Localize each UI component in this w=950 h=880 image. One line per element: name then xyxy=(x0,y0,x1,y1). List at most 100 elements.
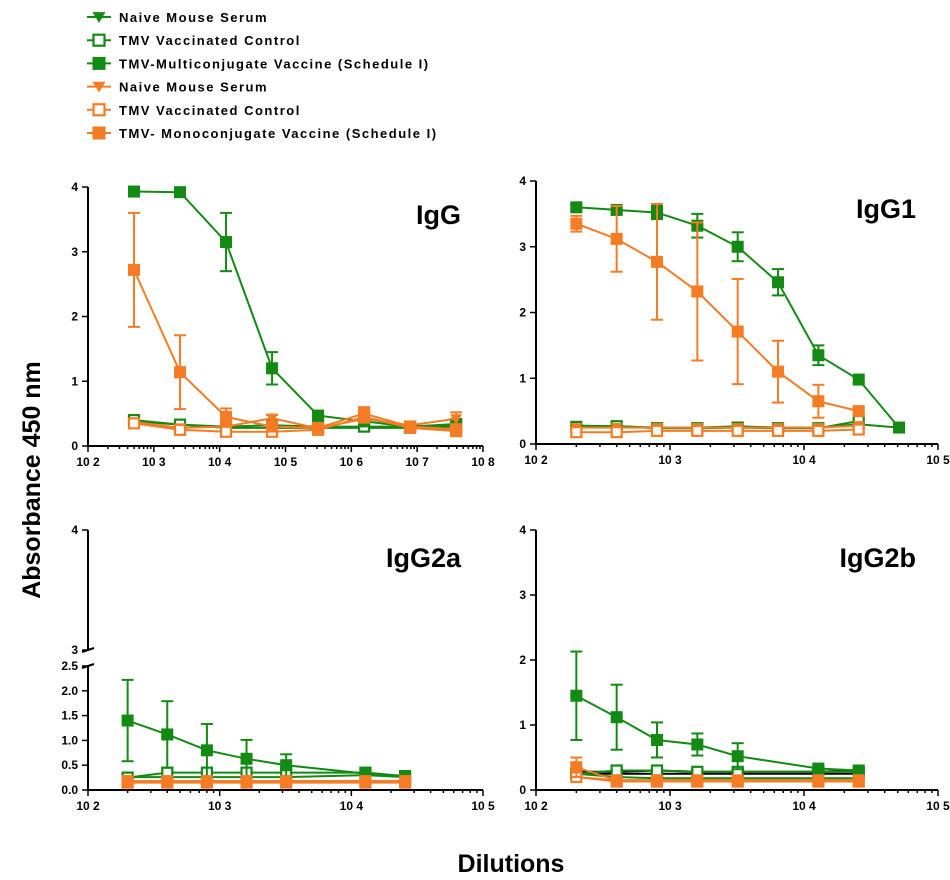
legend-marker-2 xyxy=(92,56,106,70)
x-tick-label-2: 10 4 xyxy=(792,453,816,467)
y-tick-label-1: 1 xyxy=(519,371,526,385)
legend-marker-1 xyxy=(92,33,106,47)
data-point xyxy=(128,263,141,276)
x-tick-label-0: 10 2 xyxy=(524,453,548,467)
y-tick-label-0.0: 0.0 xyxy=(61,783,78,797)
data-point xyxy=(610,232,623,245)
data-point xyxy=(610,426,623,439)
data-point xyxy=(161,775,174,788)
legend-label-0: Naive Mouse Serum xyxy=(119,10,268,25)
legend-marker-0 xyxy=(92,12,106,23)
data-point xyxy=(312,421,325,434)
series-mono-vaccine xyxy=(128,211,463,436)
data-point xyxy=(610,711,623,724)
series-line xyxy=(576,428,859,434)
x-tick-label-5: 10 7 xyxy=(405,455,429,469)
data-point xyxy=(174,366,187,379)
x-tick-label-1: 10 3 xyxy=(658,453,682,467)
y-tick-label-3: 3 xyxy=(519,588,526,602)
x-tick-label-1: 10 3 xyxy=(142,455,166,469)
x-tick-label-3: 10 5 xyxy=(274,455,298,469)
data-point xyxy=(161,728,174,741)
data-point xyxy=(312,409,325,422)
data-point xyxy=(280,759,293,772)
x-tick-label-1: 10 3 xyxy=(208,799,232,813)
y-tick-label-3: 3 xyxy=(71,643,78,657)
x-tick-label-6: 10 8 xyxy=(471,455,495,469)
y-tick-label-2: 2 xyxy=(519,306,526,320)
panel-igg1: 0 1 2 3 4 10 2 10 3 10 4 10 5 IgG1 xyxy=(519,174,950,467)
series-line xyxy=(575,694,859,772)
panel-title: IgG2b xyxy=(839,543,916,573)
y-tick-label-4: 4 xyxy=(519,523,526,537)
data-point xyxy=(240,752,253,765)
data-point xyxy=(691,424,704,437)
data-point xyxy=(771,424,785,437)
data-point xyxy=(266,420,279,433)
series-mono-tmv xyxy=(570,423,865,439)
x-tick-label-3: 10 5 xyxy=(926,453,950,467)
data-point xyxy=(240,775,253,788)
data-point xyxy=(812,762,825,775)
data-point xyxy=(128,185,141,198)
data-point xyxy=(570,201,583,214)
data-point xyxy=(404,420,417,433)
y-axis-label: Absorbance 450 nm xyxy=(18,361,46,599)
data-point xyxy=(651,733,664,746)
y-tick-label-3: 3 xyxy=(71,245,78,259)
data-point xyxy=(812,349,825,362)
data-point xyxy=(570,689,583,702)
data-point xyxy=(772,276,785,289)
legend-marker-5 xyxy=(92,126,106,140)
panel-igg2a: 0.0 0.5 1.0 1.5 2.0 2.5 3 4 10 2 10 3 10 4 10 5 IgG2… xyxy=(61,523,495,813)
data-point xyxy=(219,425,233,438)
data-point xyxy=(266,362,279,375)
data-point xyxy=(266,413,279,424)
y-tick-label-1: 1 xyxy=(519,718,526,732)
data-point xyxy=(174,186,187,199)
data-point xyxy=(570,426,583,439)
y-tick-label-1.5: 1.5 xyxy=(61,709,78,723)
x-tick-label-2: 10 4 xyxy=(792,799,816,813)
x-tick-label-2: 10 4 xyxy=(208,455,232,469)
y-tick-label-2: 2 xyxy=(519,653,526,667)
data-point xyxy=(731,240,744,253)
data-point xyxy=(731,774,744,787)
data-point xyxy=(450,414,463,425)
series-multi-vaccine xyxy=(570,650,865,777)
y-tick-label-0: 0 xyxy=(71,439,78,453)
y-tick-label-1.0: 1.0 xyxy=(61,733,78,747)
legend-marker-3 xyxy=(92,81,106,93)
y-tick-label-2.5: 2.5 xyxy=(61,659,78,673)
data-point xyxy=(812,424,825,437)
legend-label-2: TMV-Multiconjugate Vaccine (Schedule I) xyxy=(119,56,430,71)
panel-title: IgG xyxy=(416,200,461,230)
data-point xyxy=(812,774,825,787)
y-tick-label-1: 1 xyxy=(71,374,78,388)
y-tick-label-2.0: 2.0 xyxy=(61,684,78,698)
data-point xyxy=(691,285,704,298)
series-line xyxy=(133,190,457,428)
data-point xyxy=(731,325,744,338)
legend-label-4: TMV Vaccinated Control xyxy=(119,103,301,118)
panel-igg: 0 1 2 3 4 10 2 10 3 10 4 10 5 10 6 10 7 10 8 IgG xyxy=(71,180,495,469)
x-tick-label-0: 10 2 xyxy=(76,799,100,813)
x-tick-label-1: 10 3 xyxy=(658,799,682,813)
data-point xyxy=(359,775,372,788)
series-line xyxy=(133,415,457,433)
data-point xyxy=(570,217,583,230)
data-point xyxy=(610,764,623,777)
y-tick-label-2: 2 xyxy=(71,310,78,324)
data-point xyxy=(127,417,141,430)
series-multi-vaccine xyxy=(128,185,463,433)
data-point xyxy=(399,775,412,788)
data-point xyxy=(852,764,865,777)
data-point xyxy=(691,774,704,787)
series-line xyxy=(575,222,859,413)
series-line xyxy=(576,424,859,429)
series-mono-vaccine xyxy=(570,756,865,787)
data-point xyxy=(852,405,865,418)
panel-title: IgG2a xyxy=(386,543,462,573)
